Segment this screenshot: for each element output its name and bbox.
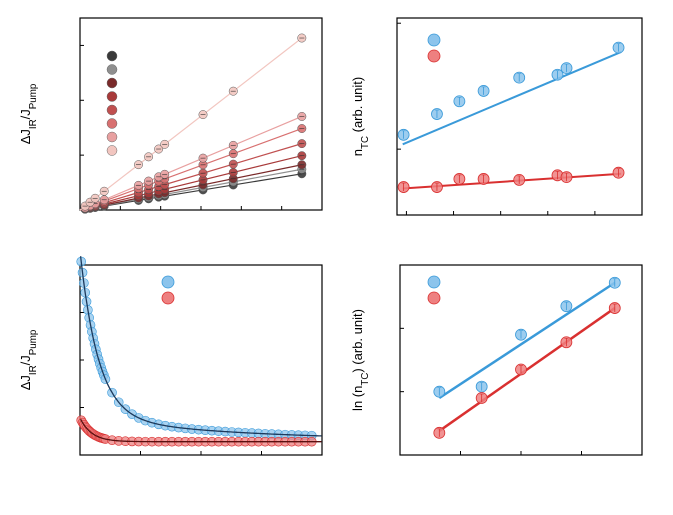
fit-line bbox=[402, 50, 622, 146]
plot-frame-b bbox=[396, 17, 643, 216]
legend-marker bbox=[106, 118, 118, 129]
legend-marker bbox=[106, 104, 118, 116]
legend-marker bbox=[161, 291, 175, 305]
fit-curve bbox=[79, 256, 322, 437]
legend-marker bbox=[161, 275, 175, 289]
legend-marker bbox=[106, 145, 118, 156]
y-axis-label: ΔJIR/JPump bbox=[18, 329, 39, 390]
legend-marker bbox=[427, 33, 441, 47]
fit-line bbox=[79, 37, 303, 211]
legend-marker bbox=[427, 291, 441, 305]
panel-b: nTC (arb. unit) bbox=[350, 17, 643, 216]
fit-line bbox=[79, 115, 303, 211]
y-axis-label: ΔJIR/JPump bbox=[18, 83, 39, 144]
y-axis-label: nTC (arb. unit) bbox=[350, 77, 371, 156]
fit-line bbox=[79, 173, 302, 211]
fit-line bbox=[79, 127, 303, 211]
legend-marker bbox=[106, 64, 118, 75]
legend-marker bbox=[106, 77, 118, 89]
fit-line bbox=[438, 307, 616, 432]
fit-line bbox=[79, 155, 302, 211]
fit-curve bbox=[80, 418, 322, 443]
legend-marker bbox=[106, 50, 118, 62]
legend-marker bbox=[106, 91, 118, 102]
legend-marker bbox=[427, 275, 441, 289]
panel-c: ΔJIR/JPump bbox=[18, 256, 323, 456]
legend-marker bbox=[106, 131, 118, 143]
panel-a: ΔJIR/JPump bbox=[18, 17, 323, 214]
y-axis-label: ln (nTC) (arb. unit) bbox=[350, 309, 371, 411]
fit-line bbox=[79, 143, 303, 211]
legend-marker bbox=[427, 49, 441, 63]
panel-d: ln (nTC) (arb. unit) bbox=[350, 264, 643, 456]
fit-line bbox=[79, 164, 302, 211]
fit-line bbox=[79, 168, 302, 211]
fit-line bbox=[438, 281, 616, 400]
